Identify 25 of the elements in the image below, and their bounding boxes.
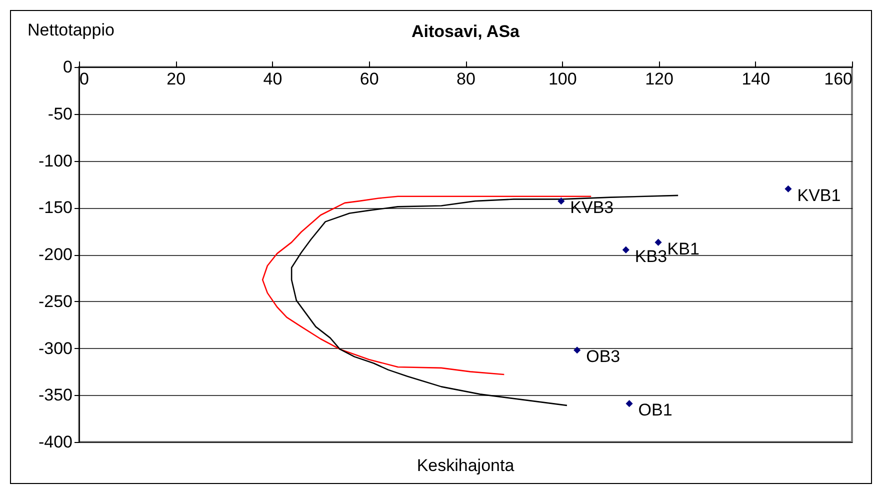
x-tick-label: 80 xyxy=(456,70,476,88)
y-axis-title: Nettotappio xyxy=(28,20,114,40)
annotation: OB1 xyxy=(638,400,672,420)
y-tick-label: -300 xyxy=(38,338,72,358)
y-tick-label: -50 xyxy=(48,104,72,124)
x-tick-label: 60 xyxy=(360,70,379,88)
x-tick-label: 100 xyxy=(548,70,577,88)
x-tick-label: 0 xyxy=(80,70,89,88)
annotation: KVB1 xyxy=(797,186,841,205)
annotation: KB1 xyxy=(667,239,700,258)
y-tick-label: -100 xyxy=(38,151,72,170)
x-tick-label: 20 xyxy=(166,70,186,88)
y-tick-label: -250 xyxy=(38,292,72,311)
y-tick-label: -200 xyxy=(38,245,72,264)
y-tick-label: -400 xyxy=(38,432,72,452)
y-tick-label: -350 xyxy=(38,386,72,405)
y-tick-label: -150 xyxy=(38,198,72,218)
x-tick-label: 120 xyxy=(645,70,674,88)
annotation: OB3 xyxy=(586,347,620,366)
x-axis-title: Keskihajonta xyxy=(416,456,516,476)
x-tick-label: 160 xyxy=(824,70,852,88)
x-tick-label: 40 xyxy=(263,70,282,88)
y-tick-label: 0 xyxy=(63,58,72,76)
x-tick-label: 140 xyxy=(742,70,770,88)
chart-title: Aitosavi, ASa xyxy=(411,22,520,41)
